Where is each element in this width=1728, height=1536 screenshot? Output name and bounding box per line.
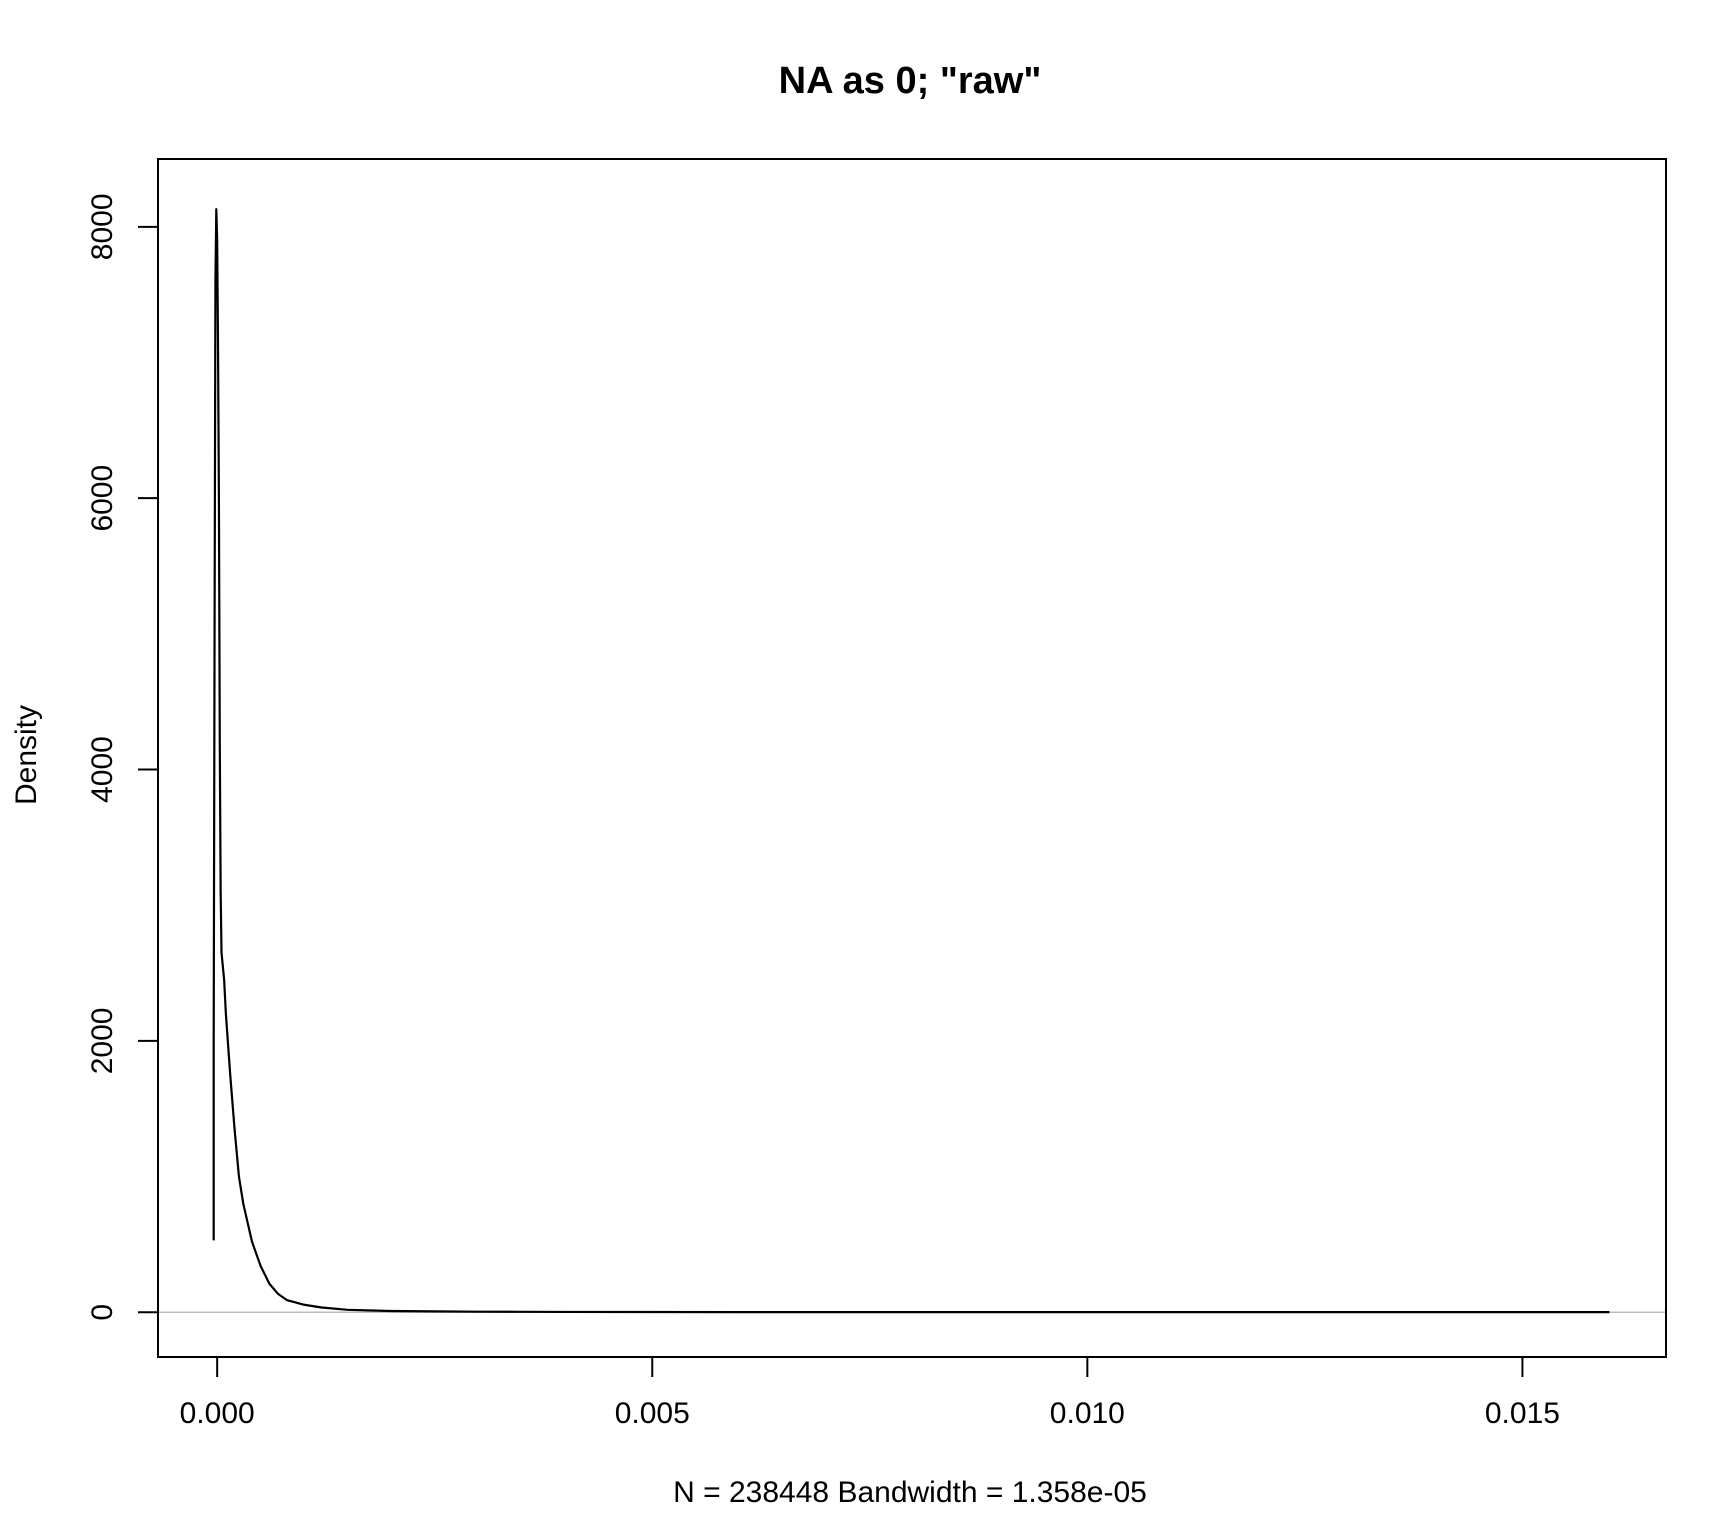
y-tick-label: 0: [86, 1304, 119, 1321]
x-tick-label: 0.010: [1050, 1397, 1125, 1430]
x-axis: 0.000 0.005 0.010 0.015: [180, 1357, 1560, 1430]
x-tick-label: 0.015: [1485, 1397, 1560, 1430]
x-tick-label: 0.000: [180, 1397, 255, 1430]
y-tick-label: 2000: [86, 1008, 119, 1075]
y-tick-label: 6000: [86, 465, 119, 532]
plot-frame: [157, 158, 1667, 1358]
y-tick-label: 4000: [86, 736, 119, 803]
y-axis-label: Density: [10, 705, 43, 805]
x-tick-label: 0.005: [615, 1397, 690, 1430]
x-axis-label: N = 238448 Bandwidth = 1.358e-05: [673, 1476, 1147, 1509]
chart-title: NA as 0; "raw": [779, 60, 1042, 102]
y-axis: 0 2000 4000 6000 8000: [86, 193, 158, 1321]
density-curve: [212, 208, 1610, 1314]
y-tick-label: 8000: [86, 193, 119, 260]
